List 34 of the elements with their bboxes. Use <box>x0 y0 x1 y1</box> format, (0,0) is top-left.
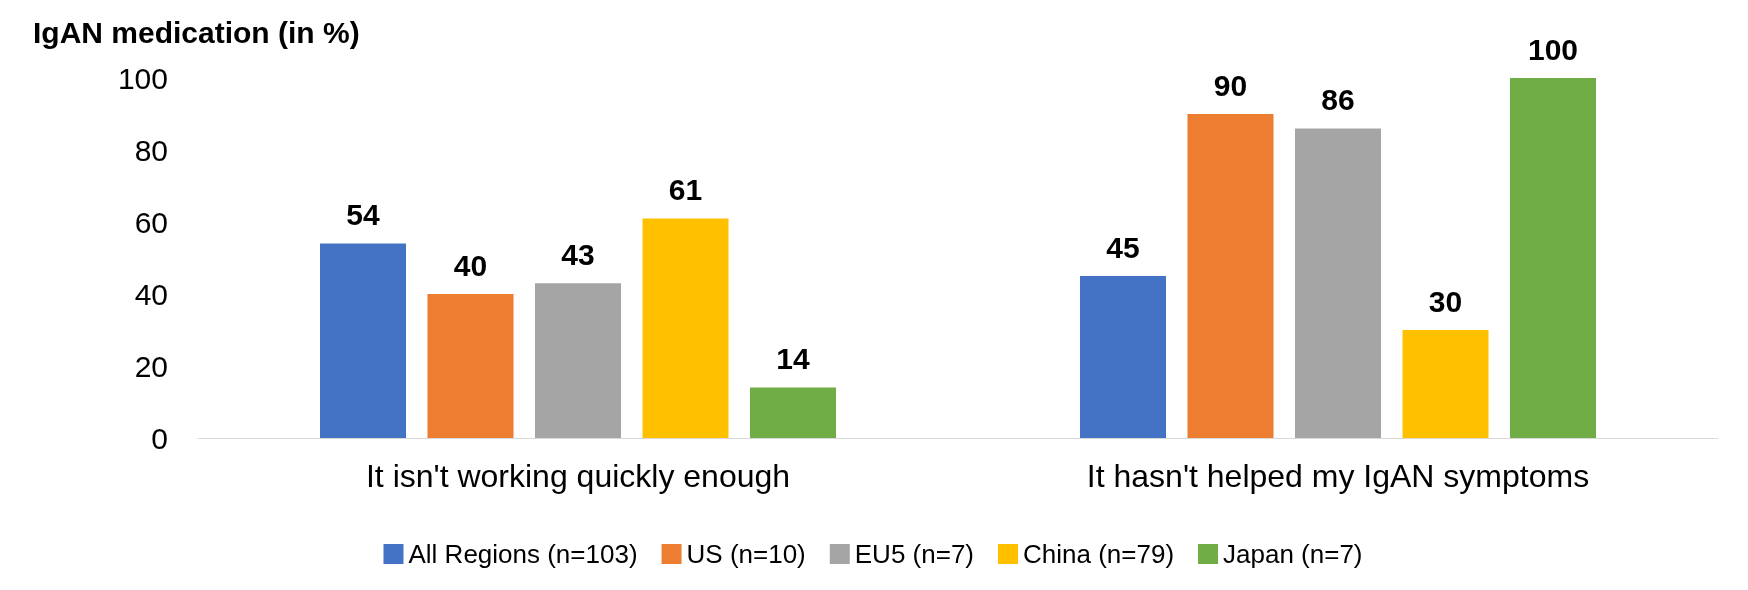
bar <box>320 243 406 438</box>
data-label: 40 <box>453 248 488 282</box>
legend-label: Japan (n=7) <box>1223 539 1363 569</box>
data-label: 86 <box>1321 82 1355 116</box>
x-tick-label: It hasn't helped my IgAN symptoms <box>1086 458 1590 494</box>
legend-label: China (n=79) <box>1023 539 1175 569</box>
bar <box>427 294 514 438</box>
data-label: 54 <box>346 198 380 232</box>
y-tick-label: 80 <box>134 133 168 167</box>
bar <box>535 283 621 438</box>
y-tick-label: 40 <box>134 277 168 311</box>
bar <box>1080 276 1166 438</box>
data-label: 61 <box>668 172 703 206</box>
bar <box>642 218 729 438</box>
legend-label: US (n=10) <box>686 539 806 569</box>
bar <box>1295 128 1381 438</box>
y-tick-label: 100 <box>117 61 168 95</box>
y-tick-label: 60 <box>134 205 168 239</box>
y-tick-label: 0 <box>151 421 168 455</box>
data-label: 14 <box>776 342 810 376</box>
bar <box>750 387 836 438</box>
bar <box>1187 114 1274 438</box>
data-label: 90 <box>1213 68 1248 102</box>
legend-label: EU5 (n=7) <box>854 539 975 569</box>
data-label: 30 <box>1428 284 1463 318</box>
data-label: 45 <box>1106 230 1140 264</box>
chart-title: IgAN medication (in %) <box>33 15 360 49</box>
y-tick-label: 20 <box>134 349 168 383</box>
bar <box>1510 78 1596 438</box>
x-tick-label: It isn't working quickly enough <box>365 458 791 494</box>
legend-label: All Regions (n=103) <box>408 539 638 569</box>
data-label: 100 <box>1527 32 1579 66</box>
data-label: 43 <box>561 237 595 271</box>
bar <box>1402 330 1489 438</box>
